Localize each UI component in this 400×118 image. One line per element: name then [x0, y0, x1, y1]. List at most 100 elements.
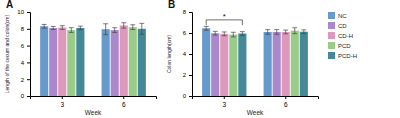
y-axis-title: Length of the cecum and colon(cm) [4, 14, 10, 93]
tick-mark [27, 79, 30, 80]
bar [58, 28, 66, 96]
x-axis-title: Week [247, 109, 264, 116]
panel: 024681036Length of the cecum and colon(c… [4, 0, 157, 116]
tick-mark [189, 75, 192, 76]
error-bar [121, 23, 126, 28]
tick-label: 3 [222, 101, 226, 108]
axis-line [189, 13, 193, 97]
bar [111, 30, 119, 96]
tick: 3 [222, 96, 226, 108]
error-bar [222, 32, 227, 36]
tick-mark [123, 96, 124, 99]
error-bar [301, 30, 306, 34]
legend-label: PCD-H [338, 53, 357, 59]
tick-mark [27, 12, 30, 13]
tick: 3 [60, 96, 64, 108]
tick-label: 6 [122, 101, 126, 108]
panel-title: B [168, 0, 175, 10]
tick-label: 8 [183, 9, 187, 15]
legend-item: PCD [328, 42, 351, 49]
tick-label: 6 [21, 43, 25, 49]
tick: 2 [21, 77, 30, 83]
error-bar [292, 28, 297, 34]
tick: 4 [183, 51, 192, 57]
tick-label: 3 [60, 101, 64, 108]
error-bar [42, 24, 47, 28]
error-bar [274, 30, 279, 35]
tick-mark [285, 96, 286, 99]
bar [229, 35, 237, 96]
x-axis: 36 [31, 96, 157, 108]
legend-swatch [328, 52, 335, 59]
x-axis: 36 [193, 96, 319, 108]
bar [40, 26, 48, 96]
bar [202, 28, 210, 96]
legend-label: PCD [338, 43, 351, 49]
bar [273, 32, 281, 96]
tick: 2 [183, 72, 192, 78]
marks [40, 23, 146, 96]
tick-label: 4 [183, 51, 187, 57]
tick: 8 [21, 26, 30, 32]
tick-label: 10 [17, 9, 24, 15]
error-bar [112, 28, 117, 33]
legend-item: CD [328, 22, 347, 29]
legend-item: PCD-H [328, 52, 357, 59]
error-bar [240, 32, 245, 36]
tick: 6 [284, 96, 288, 108]
error-bar [204, 26, 209, 30]
tick-label: 0 [21, 93, 25, 99]
legend: NC CD CD-H PCD PCD-H [328, 12, 357, 59]
bar [291, 31, 299, 96]
tick-mark [27, 62, 30, 63]
bar [282, 32, 290, 96]
tick-mark [189, 33, 192, 34]
y-axis: 0 2 4 6 8 [183, 9, 193, 99]
chart: 024681036Length of the cecum and colon(c… [0, 0, 400, 118]
legend-label: CD-H [338, 33, 353, 39]
tick-label: 0 [183, 93, 187, 99]
tick-mark [27, 46, 30, 47]
tick: 0 [21, 93, 30, 99]
tick: 4 [21, 60, 30, 66]
tick-mark [27, 29, 30, 30]
bar [300, 32, 308, 96]
bar [129, 27, 137, 96]
tick-label: 2 [21, 77, 25, 83]
x-axis-title: Week [85, 109, 102, 116]
tick: 10 [17, 9, 30, 15]
tick-mark [189, 54, 192, 55]
error-bar [213, 31, 218, 35]
tick-label: 4 [21, 60, 25, 66]
tick: 8 [183, 9, 192, 15]
tick-mark [62, 96, 63, 99]
panel-title: A [6, 0, 13, 10]
tick-label: 8 [21, 26, 25, 32]
error-bar [78, 26, 83, 30]
bar [102, 29, 110, 96]
legend-swatch [328, 42, 335, 49]
legend-item: NC [328, 12, 347, 19]
error-bar [231, 32, 236, 37]
tick-label: 6 [284, 101, 288, 108]
tick-label: 6 [183, 30, 187, 36]
tick: 0 [183, 93, 192, 99]
bar [120, 25, 128, 96]
legend-swatch [328, 22, 335, 29]
error-bar [283, 30, 288, 34]
error-bar [60, 26, 65, 30]
legend-label: CD [338, 23, 347, 29]
bar [138, 29, 146, 96]
error-bar [130, 25, 135, 30]
error-bar [69, 28, 74, 33]
axis-line [193, 97, 319, 100]
y-axis-title: Colon length(cm) [166, 35, 172, 73]
tick-mark [27, 96, 30, 97]
axis-line [27, 13, 31, 97]
bar [49, 28, 57, 96]
tick-label: 2 [183, 72, 187, 78]
legend-swatch [328, 32, 335, 39]
bar [67, 30, 75, 96]
tick-mark [189, 12, 192, 13]
tick-mark [224, 96, 225, 99]
